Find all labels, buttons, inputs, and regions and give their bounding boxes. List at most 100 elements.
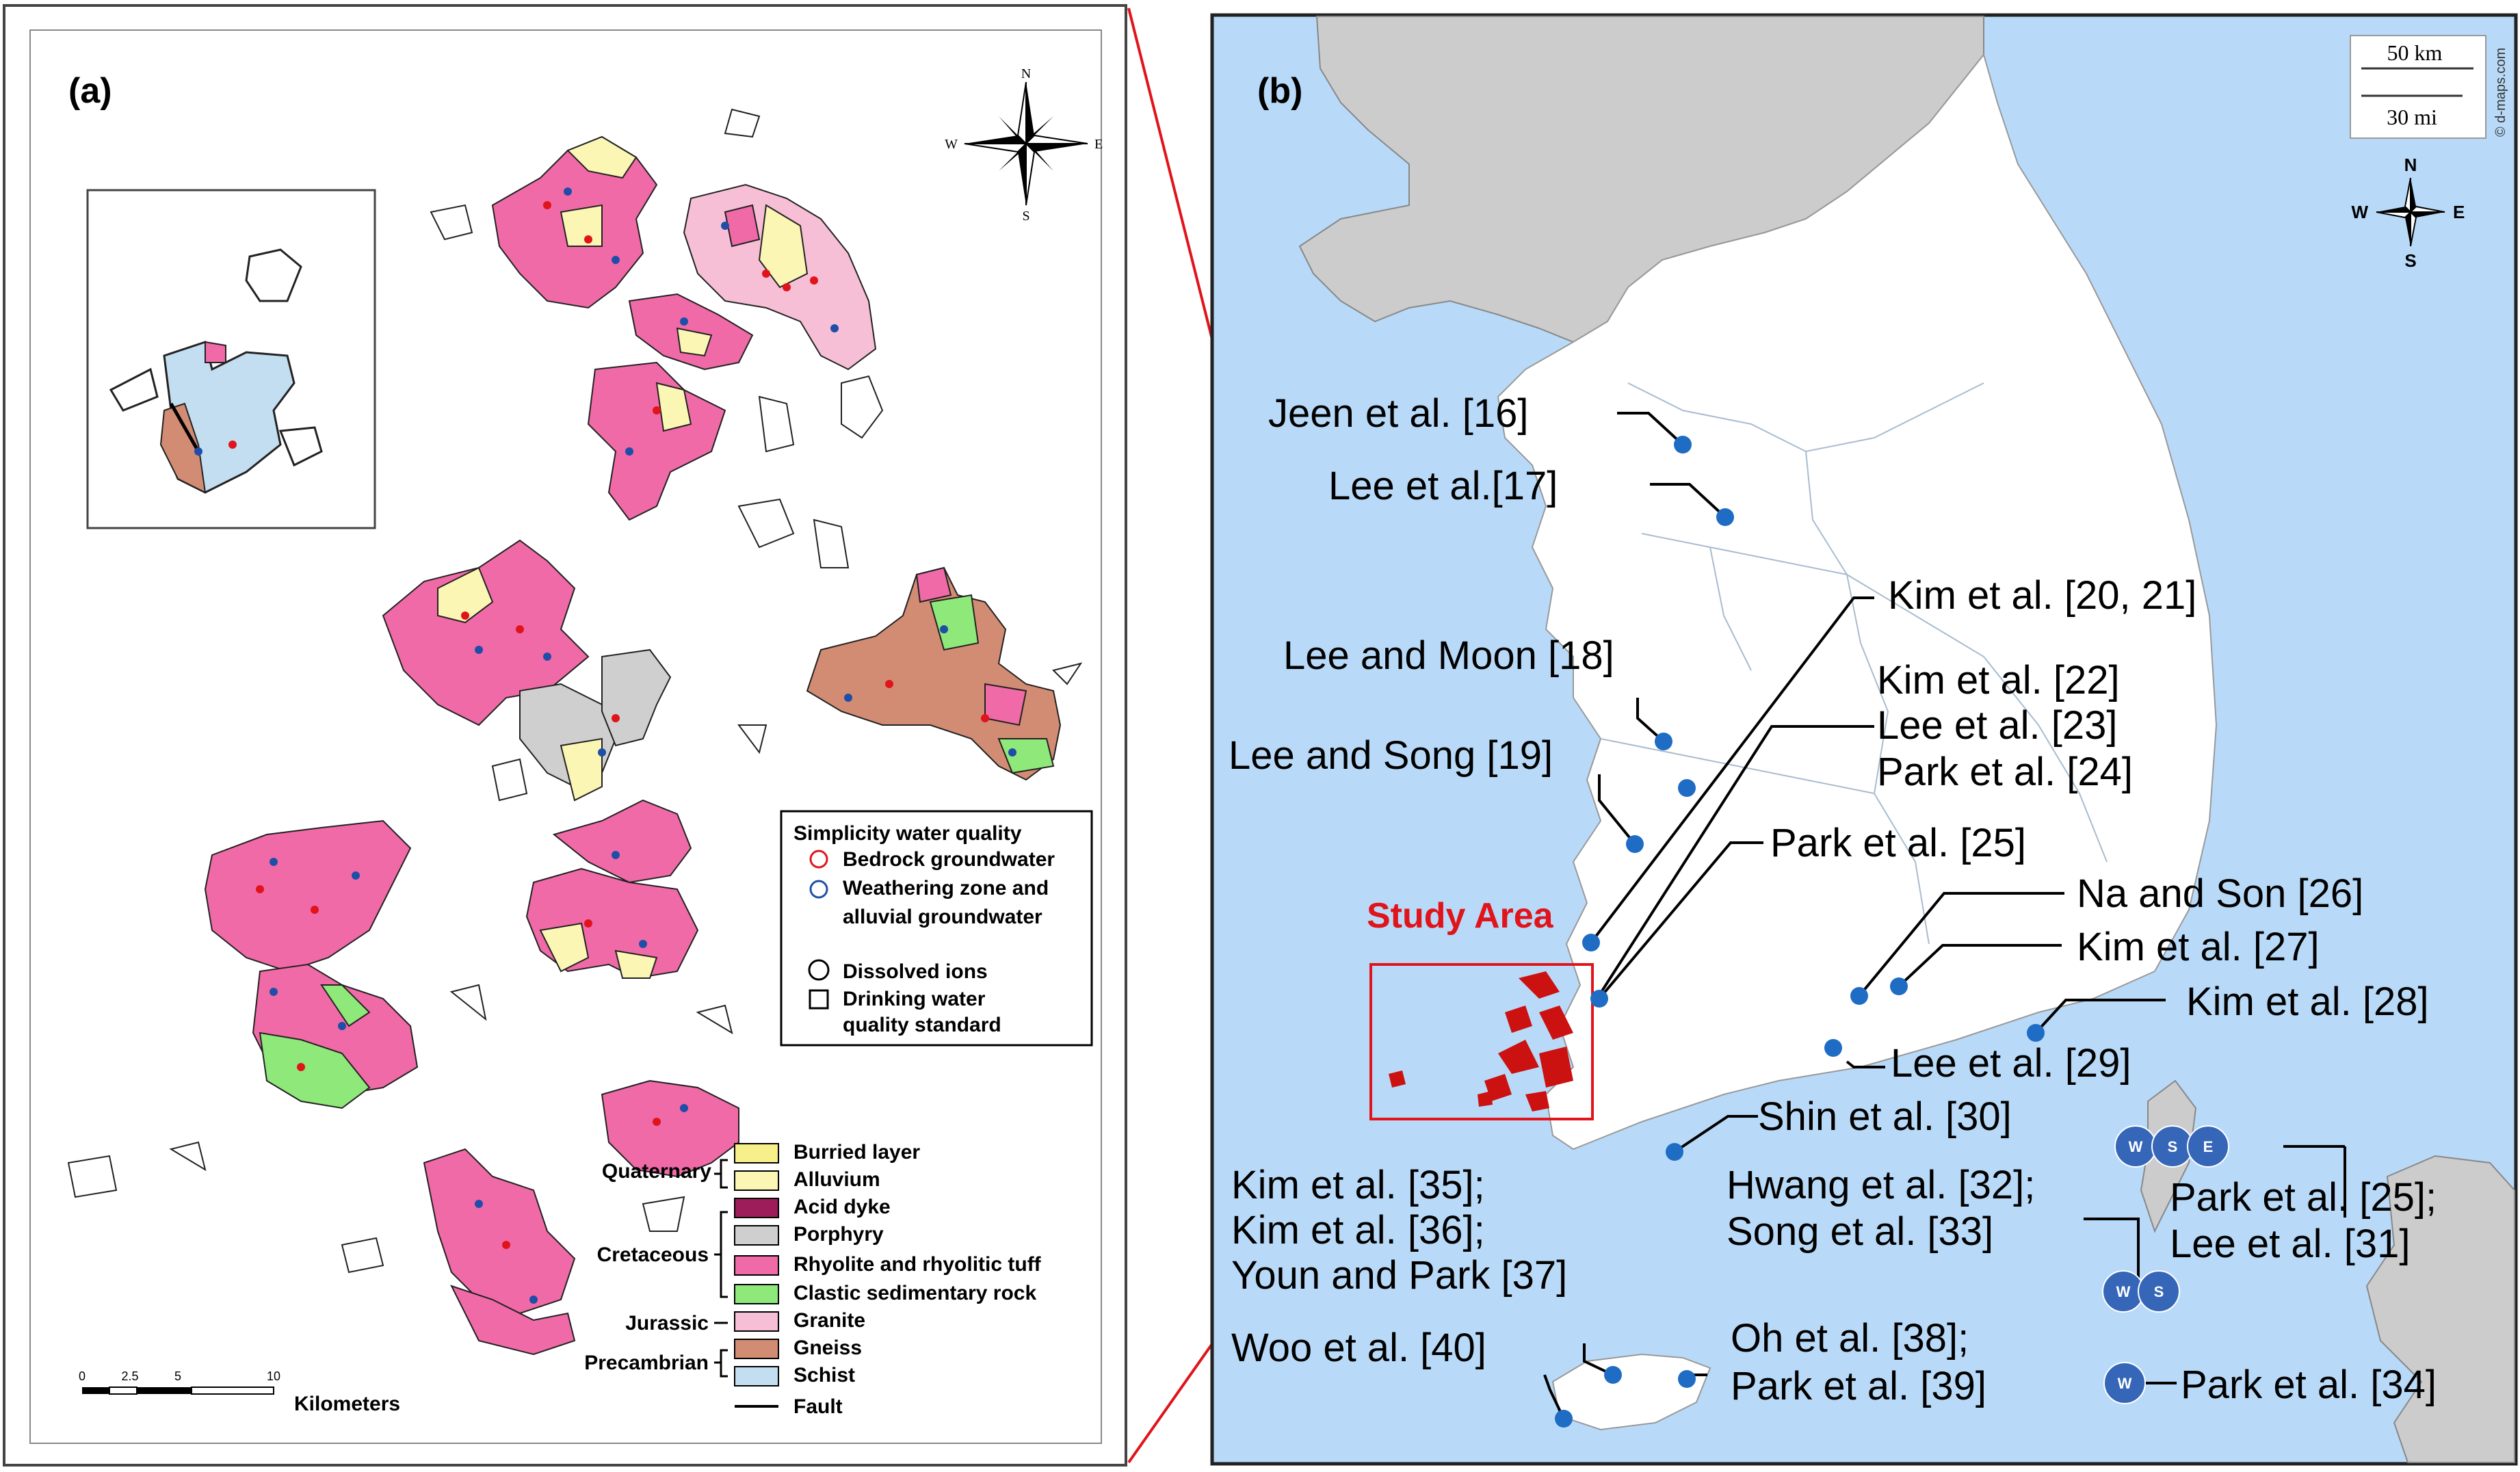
marker-wse-e: E xyxy=(2203,1138,2214,1155)
bracket-precambrian xyxy=(714,1349,728,1378)
scale-a-tick-3: 10 xyxy=(267,1369,280,1383)
ref-kim-28: Kim et al. [28] xyxy=(2186,980,2429,1024)
study-area-islands xyxy=(1389,971,1573,1112)
compass-b-n: N xyxy=(2404,155,2417,175)
legend-drinking-2: quality standard xyxy=(843,1014,1001,1036)
sample-points-blue xyxy=(194,187,1016,1304)
geology-label-3: Porphyry xyxy=(793,1223,884,1246)
ref-lee-17: Lee et al.[17] xyxy=(1328,464,1558,508)
island-group-east xyxy=(806,566,1062,781)
bedrock-symbol-icon xyxy=(809,850,828,869)
geology-swatch-7 xyxy=(734,1339,779,1359)
compass-a-e: E xyxy=(1094,137,1103,152)
marker-ws: W S xyxy=(2102,1270,2180,1313)
geology-swatch-5 xyxy=(734,1284,779,1304)
ref-park-25-b: Park et al. [25]; xyxy=(2170,1175,2437,1220)
panel-a-label: (a) xyxy=(68,71,112,111)
weathering-symbol-icon xyxy=(809,880,828,899)
compass-a-n: N xyxy=(1021,66,1031,81)
credit-text: © d-maps.com xyxy=(2493,48,2508,137)
compass-b-w: W xyxy=(2351,202,2368,222)
legend-fault: Fault xyxy=(793,1395,843,1418)
marker-w-w: W xyxy=(2118,1375,2132,1392)
marker-wse-e-icon xyxy=(2187,1125,2229,1168)
site-dots xyxy=(1555,436,2045,1428)
island-group-north xyxy=(491,135,877,521)
compass-b-s: S xyxy=(2404,250,2416,271)
ref-song-33: Song et al. [33] xyxy=(1727,1209,1993,1254)
panel-b-label: (b) xyxy=(1257,71,1302,111)
sample-points-red xyxy=(228,201,989,1249)
water-quality-legend: Simplicity water quality Bedrock groundw… xyxy=(780,810,1093,1047)
ref-hwang-32: Hwang et al. [32]; xyxy=(1727,1163,2035,1207)
study-area-label: Study Area xyxy=(1367,896,1554,936)
geology-swatch-3 xyxy=(734,1225,779,1246)
ref-oh-38: Oh et al. [38]; xyxy=(1731,1316,1969,1361)
bracket-quaternary xyxy=(714,1159,728,1189)
bracket-cretaceous xyxy=(714,1211,728,1298)
era-precambrian: Precambrian xyxy=(584,1352,709,1374)
legend-drinking-1: Drinking water xyxy=(843,988,986,1010)
geology-swatch-4 xyxy=(734,1255,779,1276)
scale-a-tick-1: 2.5 xyxy=(121,1369,138,1383)
scale-a-unit: Kilometers xyxy=(294,1393,400,1415)
ref-lee-song-19: Lee and Song [19] xyxy=(1229,733,1553,778)
scale-a-tick-0: 0 xyxy=(79,1369,86,1383)
legend-weathering-2: alluvial groundwater xyxy=(843,906,1042,928)
legend-title: Simplicity water quality xyxy=(793,822,1022,845)
province-boundaries xyxy=(1600,382,2108,945)
compass-a-s: S xyxy=(1022,209,1029,224)
geology-swatch-0 xyxy=(734,1143,779,1164)
ref-park-25: Park et al. [25] xyxy=(1770,821,2026,865)
legend-weathering-1: Weathering zone and xyxy=(843,877,1049,899)
marker-w-icon xyxy=(2103,1362,2146,1404)
reference-labels: Jeen et al. [16] Lee et al.[17] Lee and … xyxy=(1229,391,2437,1408)
drinking-symbol-icon xyxy=(809,989,829,1010)
ref-shin-30: Shin et al. [30] xyxy=(1758,1094,2012,1139)
leader-lines xyxy=(1543,412,2346,1419)
japan-landmass xyxy=(2365,1155,2515,1463)
ref-kim-36: Kim et al. [36]; xyxy=(1231,1208,1485,1252)
panel-b: (b) 50 km 30 mi © d-maps.com N E S W Stu… xyxy=(1210,13,2518,1466)
geology-label-8: Schist xyxy=(793,1364,855,1386)
island-group-south xyxy=(423,1079,739,1356)
compass-rose-icon: N E S W xyxy=(945,66,1103,224)
island-group-southwest xyxy=(204,819,419,1109)
geology-swatch-2 xyxy=(734,1198,779,1218)
marker-wse: W S E xyxy=(2114,1125,2229,1168)
outline-islands xyxy=(67,108,1083,1274)
geology-label-5: Clastic sedimentary rock xyxy=(793,1282,1036,1304)
study-area-box xyxy=(1369,963,1594,1120)
geology-swatch-1 xyxy=(734,1170,779,1191)
ref-youn-park-37: Youn and Park [37] xyxy=(1231,1253,1567,1298)
geology-swatch-8 xyxy=(734,1366,779,1386)
compass-a-w: W xyxy=(945,137,958,152)
ref-kim-35: Kim et al. [35]; xyxy=(1231,1163,1485,1207)
marker-ws-w: W xyxy=(2116,1283,2131,1300)
ref-kim-20-21: Kim et al. [20, 21] xyxy=(1888,573,2196,618)
ref-na-son-26: Na and Son [26] xyxy=(2077,871,2363,916)
compass-b-icon: N E S W xyxy=(2351,155,2465,271)
geology-swatch-6 xyxy=(734,1311,779,1332)
marker-wse-s: S xyxy=(2168,1138,2178,1155)
ref-lee-moon-18: Lee and Moon [18] xyxy=(1283,633,1614,678)
marker-ws-s-icon xyxy=(2138,1270,2180,1313)
inset-island xyxy=(109,248,323,494)
scale-b-km: 50 km xyxy=(2387,40,2443,65)
geology-label-7: Gneiss xyxy=(793,1337,862,1359)
era-quaternary: Quaternary xyxy=(602,1160,711,1183)
geology-label-6: Granite xyxy=(793,1309,865,1332)
geology-label-1: Alluvium xyxy=(793,1168,880,1191)
legend-dissolved: Dissolved ions xyxy=(843,960,988,983)
era-jurassic: Jurassic xyxy=(625,1312,709,1335)
scale-bar-a: 0 2.5 5 10 Kilometers xyxy=(79,1369,400,1415)
ref-jeen-16: Jeen et al. [16] xyxy=(1268,391,1528,436)
ref-park-24: Park et al. [24] xyxy=(1877,750,2133,794)
island-group-central xyxy=(382,539,699,980)
scale-bar-b: 50 km 30 mi xyxy=(2350,35,2486,139)
ref-park-34: Park et al. [34] xyxy=(2181,1363,2437,1407)
geology-label-2: Acid dyke xyxy=(793,1196,891,1218)
ref-lee-29: Lee et al. [29] xyxy=(1891,1041,2131,1086)
legend-bedrock: Bedrock groundwater xyxy=(843,848,1055,871)
